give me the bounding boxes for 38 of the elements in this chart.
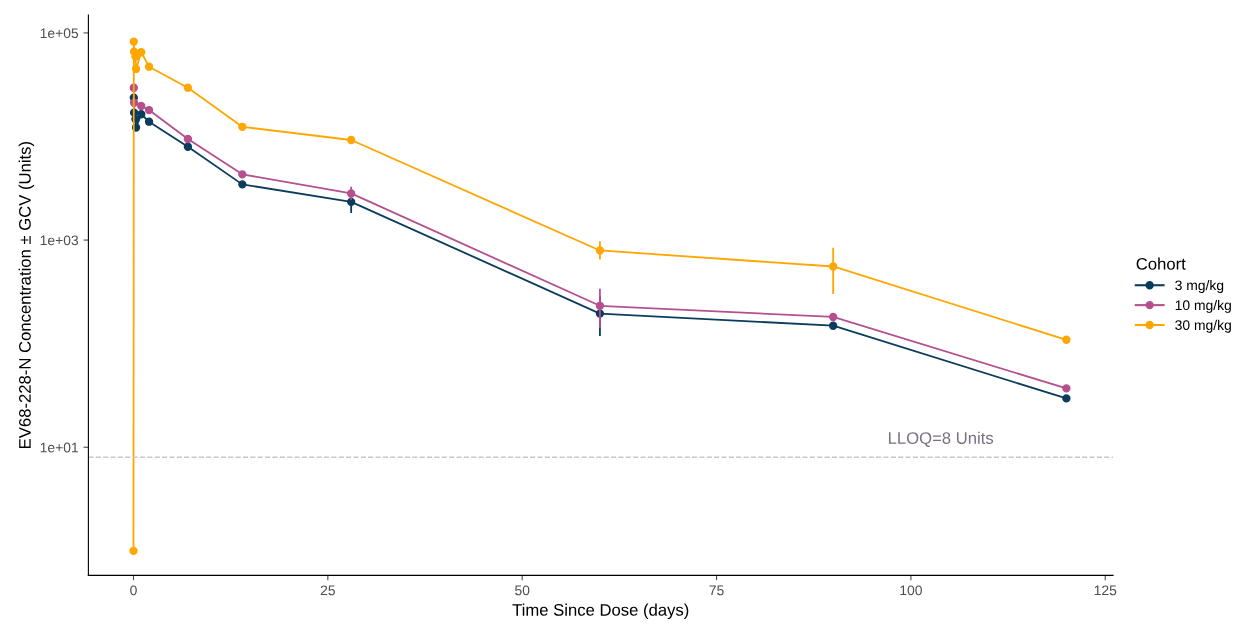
point [137, 48, 146, 57]
x-tick-label: 125 [1094, 585, 1117, 596]
point [828, 321, 838, 330]
point [238, 170, 247, 179]
y-tick-label: 1e+03 [40, 235, 79, 246]
point [1062, 394, 1071, 403]
point [183, 142, 193, 151]
point [828, 312, 838, 322]
point [238, 180, 247, 189]
point [144, 105, 154, 115]
point [131, 52, 140, 61]
point [346, 135, 356, 145]
point [183, 83, 193, 92]
legend-label: 30 mg/kg [1175, 319, 1231, 333]
y-tick-label: 1e+05 [40, 28, 79, 39]
point [131, 64, 141, 74]
point [1062, 335, 1071, 344]
point [129, 37, 138, 46]
legend-label: 3 mg/kg [1175, 280, 1224, 293]
y-tick-label: 1e+01 [40, 442, 78, 453]
point [144, 62, 154, 71]
x-tick-label: 75 [709, 585, 724, 596]
point [238, 122, 247, 131]
x-tick-label: 100 [900, 585, 922, 596]
x-tick-label: 25 [320, 585, 335, 596]
x-tick-label: 0 [130, 585, 137, 596]
point [183, 134, 193, 144]
point [144, 117, 154, 126]
y-axis-title: EV68-228-N Concentration ± GCV (Units) [18, 142, 35, 448]
x-axis-title: Time Since Dose (days) [512, 603, 689, 620]
point [1062, 384, 1071, 393]
point [137, 101, 146, 111]
legend-title: Cohort [1136, 257, 1186, 270]
legend-label: 10 mg/kg [1175, 299, 1231, 313]
ref-line-label: LLOQ=8 Units [888, 431, 994, 447]
point [137, 110, 146, 119]
x-tick-label: 50 [515, 585, 530, 596]
point [129, 546, 138, 555]
